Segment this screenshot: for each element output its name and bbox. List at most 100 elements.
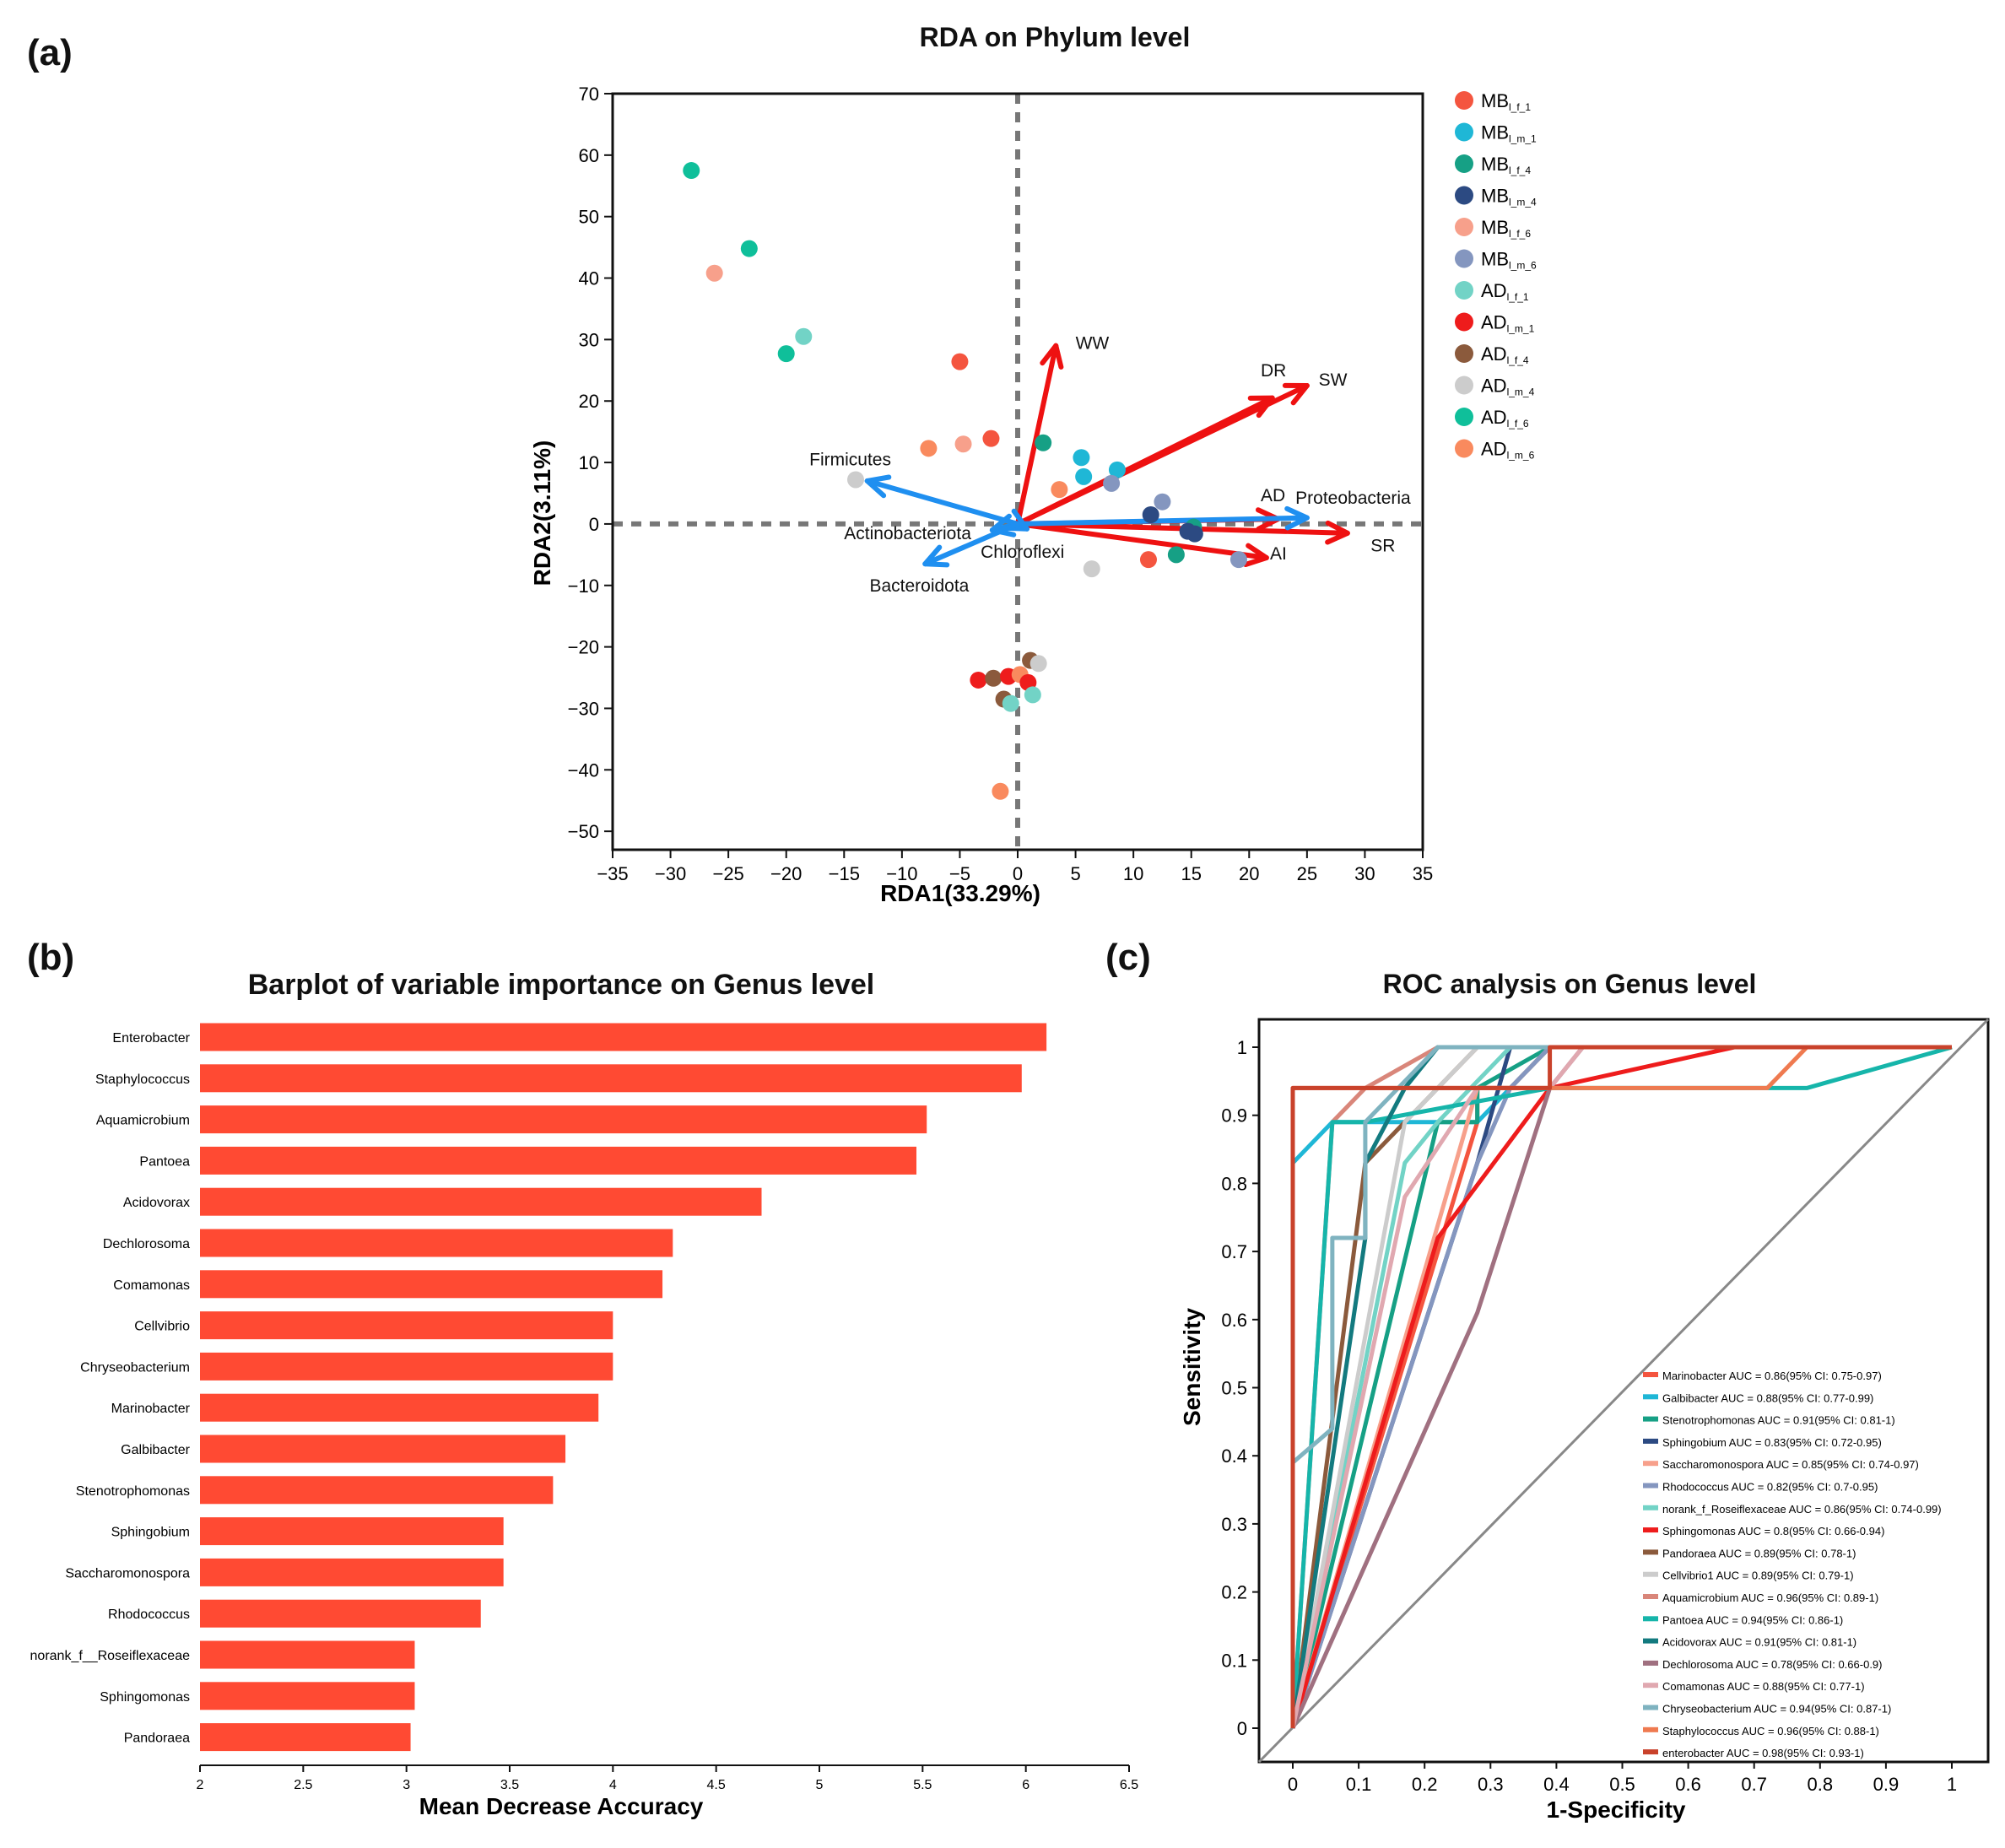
env-arrow-label: WW (1076, 333, 1110, 353)
rda-y-tick-label: 0 (589, 514, 599, 535)
importance-category-label: Galbibacter (121, 1443, 190, 1457)
roc-legend-label: Staphylococcus AUC = 0.96(95% CI: 0.88-1… (1662, 1725, 1879, 1737)
importance-category-label: Stenotrophomonas (76, 1484, 190, 1499)
rda-y-tick-label: 40 (579, 268, 599, 289)
rda-point (1051, 481, 1068, 499)
rda-y-tick-label: 10 (579, 452, 599, 473)
roc-ylabel: Sensitivity (1179, 1308, 1205, 1426)
roc-legend-label: Pantoea AUC = 0.94(95% CI: 0.86-1) (1662, 1613, 1843, 1626)
roc-curve (1291, 1045, 1952, 1164)
roc-legend-label: Dechlorosoma AUC = 0.78(95% CI: 0.66-0.9… (1662, 1658, 1883, 1671)
rda-legend-swatch (1455, 344, 1473, 363)
rda-point (705, 264, 723, 282)
roc-legend-swatch (1643, 1438, 1658, 1444)
importance-x-tick-label: 6.5 (1120, 1778, 1138, 1792)
rda-legend-swatch (1455, 122, 1473, 142)
importance-category-label: Pantoea (139, 1154, 190, 1169)
rda-legend-swatch (1455, 312, 1473, 332)
roc-legend-swatch (1643, 1683, 1658, 1689)
rda-x-tick-label: 0 (1013, 863, 1023, 884)
roc-x-tick-label: 1 (1947, 1774, 1957, 1795)
species-arrow-label: Actinobacteriota (844, 524, 971, 543)
roc-x-tick-label: 0.1 (1346, 1774, 1372, 1795)
roc-legend-label: Cellvibrio1 AUC = 0.89(95% CI: 0.79-1) (1662, 1570, 1854, 1582)
roc-diagonal (1257, 1018, 1990, 1764)
importance-category-label: Saccharomonospora (65, 1566, 190, 1581)
importance-x-tick-label: 4.5 (707, 1778, 726, 1792)
rda-point (1002, 694, 1019, 712)
rda-point (920, 440, 938, 457)
importance-bar (200, 1723, 411, 1752)
rda-x-tick-label: 5 (1070, 863, 1080, 884)
rda-point (683, 162, 700, 180)
rda-legend-swatch (1455, 281, 1473, 300)
importance-bar (200, 1517, 504, 1546)
rda-legend-swatch (1455, 154, 1473, 173)
roc-legend-label: Pandoraea AUC = 0.89(95% CI: 0.78-1) (1662, 1547, 1856, 1559)
env-arrow-label: DR (1261, 361, 1286, 381)
rda-point (1103, 474, 1121, 492)
rda-x-tick-label: 30 (1354, 863, 1375, 884)
rda-legend-label: ADl_m_4 (1481, 376, 1535, 398)
rda-legend-label: MBl_m_6 (1481, 249, 1537, 272)
rda-legend-label: ADl_f_6 (1481, 407, 1529, 430)
rda-y-tick-label: −20 (568, 637, 599, 658)
rda-point (777, 345, 795, 363)
roc-y-tick-label: 0 (1237, 1718, 1247, 1739)
roc-legend-label: Acidovorax AUC = 0.91(95% CI: 0.81-1) (1662, 1636, 1856, 1649)
rda-y-tick-label: −10 (568, 575, 599, 597)
rda-point (1139, 551, 1157, 569)
importance-category-label: Sphingomonas (100, 1690, 190, 1705)
roc-y-tick-label: 0.1 (1221, 1650, 1247, 1671)
rda-y-tick-label: −50 (568, 821, 599, 842)
env-arrow-label: SR (1370, 537, 1395, 556)
importance-bar (200, 1105, 927, 1134)
importance-category-label: Enterobacter (112, 1031, 190, 1046)
importance-bar (200, 1146, 916, 1175)
env-arrow-label: AD (1261, 486, 1285, 505)
importance-bar (200, 1270, 663, 1299)
roc-xlabel: 1-Specificity (1547, 1797, 1686, 1823)
roc-legend-label: Galbibacter AUC = 0.88(95% CI: 0.77-0.99… (1662, 1391, 1873, 1404)
roc-x-tick-label: 0.5 (1609, 1774, 1635, 1795)
roc-y-tick-label: 0.3 (1221, 1514, 1247, 1535)
rda-x-tick-label: −15 (829, 863, 860, 884)
env-arrow-label: SW (1319, 370, 1348, 390)
rda-legend-label: ADl_m_6 (1481, 439, 1535, 462)
roc-legend-swatch (1643, 1549, 1658, 1555)
panel-label-b: (b) (27, 937, 75, 978)
importance-bar (200, 1352, 613, 1381)
species-arrow-label: Chloroflexi (981, 543, 1064, 562)
roc-frame (1257, 1018, 1990, 1764)
importance-bar (200, 1558, 504, 1586)
rda-point (740, 240, 758, 257)
roc-legend-label: norank_f_Roseiflexaceae AUC = 0.86(95% C… (1662, 1503, 1942, 1516)
rda-point (1073, 449, 1090, 467)
roc-legend-swatch (1643, 1705, 1658, 1710)
importance-bar (200, 1476, 554, 1505)
roc-legend-label: Saccharomonospora AUC = 0.85(95% CI: 0.7… (1662, 1458, 1919, 1471)
roc-legend-swatch (1643, 1394, 1658, 1400)
roc-y-tick-label: 0.5 (1221, 1378, 1247, 1399)
importance-bar (200, 1682, 415, 1710)
importance-bar (200, 1229, 673, 1257)
importance-x-tick-label: 4 (609, 1778, 617, 1792)
importance-x-tick-label: 3.5 (500, 1778, 519, 1792)
importance-category-label: Staphylococcus (95, 1073, 190, 1087)
importance-x-tick-label: 2 (197, 1778, 204, 1792)
roc-x-tick-label: 0.2 (1412, 1774, 1438, 1795)
panel-label-a: (a) (27, 32, 73, 73)
rda-legend-label: ADl_f_4 (1481, 343, 1529, 366)
roc-curve (1291, 1045, 1952, 1465)
importance-x-tick-label: 6 (1022, 1778, 1030, 1792)
env-arrow-sw (1015, 382, 1310, 527)
rda-legend-swatch (1455, 376, 1473, 395)
rda-point (1142, 505, 1159, 523)
roc-legend-swatch (1643, 1616, 1658, 1622)
roc-legend-swatch (1643, 1416, 1658, 1422)
rda-y-tick-label: 30 (579, 329, 599, 350)
roc-curve (1290, 1045, 1952, 1728)
roc-x-tick-label: 0.4 (1543, 1774, 1570, 1795)
importance-bar (200, 1064, 1022, 1093)
rda-xlabel: RDA1(33.29%) (880, 880, 1040, 906)
